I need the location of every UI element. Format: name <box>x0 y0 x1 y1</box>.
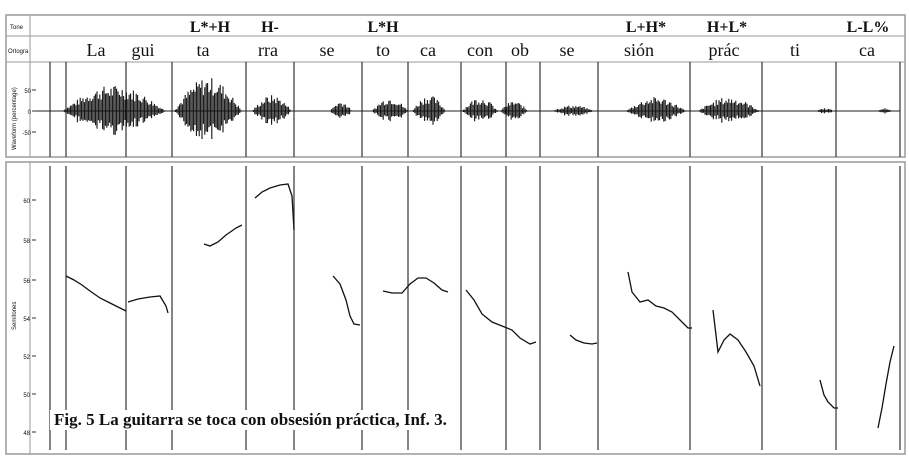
pitch-tick-label: 54 <box>23 317 30 323</box>
syllable-label: ta <box>197 40 210 60</box>
pitch-tick-label: 48 <box>23 431 30 437</box>
pitch-contour <box>254 183 295 231</box>
syllable-label: rra <box>258 40 278 60</box>
pitch-contour <box>382 277 449 294</box>
pitch-tick-label: 56 <box>23 279 30 285</box>
ortho-tier-label: Ortogra <box>8 49 29 55</box>
pitch-contour <box>712 309 761 387</box>
pitch-contours <box>65 183 895 429</box>
pitch-contour <box>627 271 692 329</box>
wave-tick-label: 0 <box>28 110 32 116</box>
tone-tier-label: Tone <box>10 25 24 31</box>
wave-tick-label: 50 <box>24 89 31 95</box>
pitch-contour <box>465 289 537 345</box>
syllable-label: se <box>560 40 575 60</box>
syllable-label: ti <box>790 40 800 60</box>
syllable-label: con <box>467 40 493 60</box>
syllable-label: ob <box>511 40 529 60</box>
syllable-label: La <box>87 40 106 60</box>
pitch-contour <box>127 295 169 314</box>
waveform <box>36 78 900 139</box>
waveform-trace <box>62 78 892 139</box>
pitch-tick-label: 50 <box>23 393 30 399</box>
pitch-frame <box>5 161 906 455</box>
tone-label: H+L* <box>707 19 747 36</box>
pitch-tier-label: Semitones <box>12 302 18 330</box>
pitch-ticks: 60 58 56 54 52 50 48 <box>23 199 36 437</box>
tone-label: H- <box>261 19 279 36</box>
pitch-contour <box>332 275 361 326</box>
syllable-labels: La gui ta rra se to ca con ob se sión prác ti ca <box>87 40 875 60</box>
top-frame <box>5 14 906 158</box>
pitch-tick-label: 52 <box>23 355 30 361</box>
waveform-tier-label: Waveform (percentage) <box>12 87 18 150</box>
waveform-ticks: 50 0 -50 <box>22 89 36 137</box>
syllable-label: sión <box>624 40 654 60</box>
syllable-label: se <box>320 40 335 60</box>
pitch-tick-label: 58 <box>23 239 30 245</box>
pitch-contour <box>569 334 598 345</box>
tone-labels: L*+H H- L*H L+H* H+L* L-L% <box>190 19 889 36</box>
wave-tick-label: -50 <box>22 131 31 137</box>
syllable-label: ca <box>859 40 875 60</box>
tone-label: L*H <box>367 19 399 36</box>
figure-caption: Fig. 5 La guitarra se toca con obsesión … <box>50 410 451 430</box>
pitch-tick-label: 60 <box>23 199 30 205</box>
syllable-label: ca <box>420 40 436 60</box>
tone-label: L+H* <box>626 19 666 36</box>
pitch-contour <box>819 379 838 409</box>
syllable-label: gui <box>131 40 154 60</box>
tone-label: L*+H <box>190 19 231 36</box>
syllable-label: prác <box>709 40 740 60</box>
pitch-contour <box>203 224 243 247</box>
tone-label: L-L% <box>847 19 890 36</box>
pitch-contour <box>877 345 895 429</box>
syllable-label: to <box>376 40 390 60</box>
pitch-contour <box>65 275 127 312</box>
